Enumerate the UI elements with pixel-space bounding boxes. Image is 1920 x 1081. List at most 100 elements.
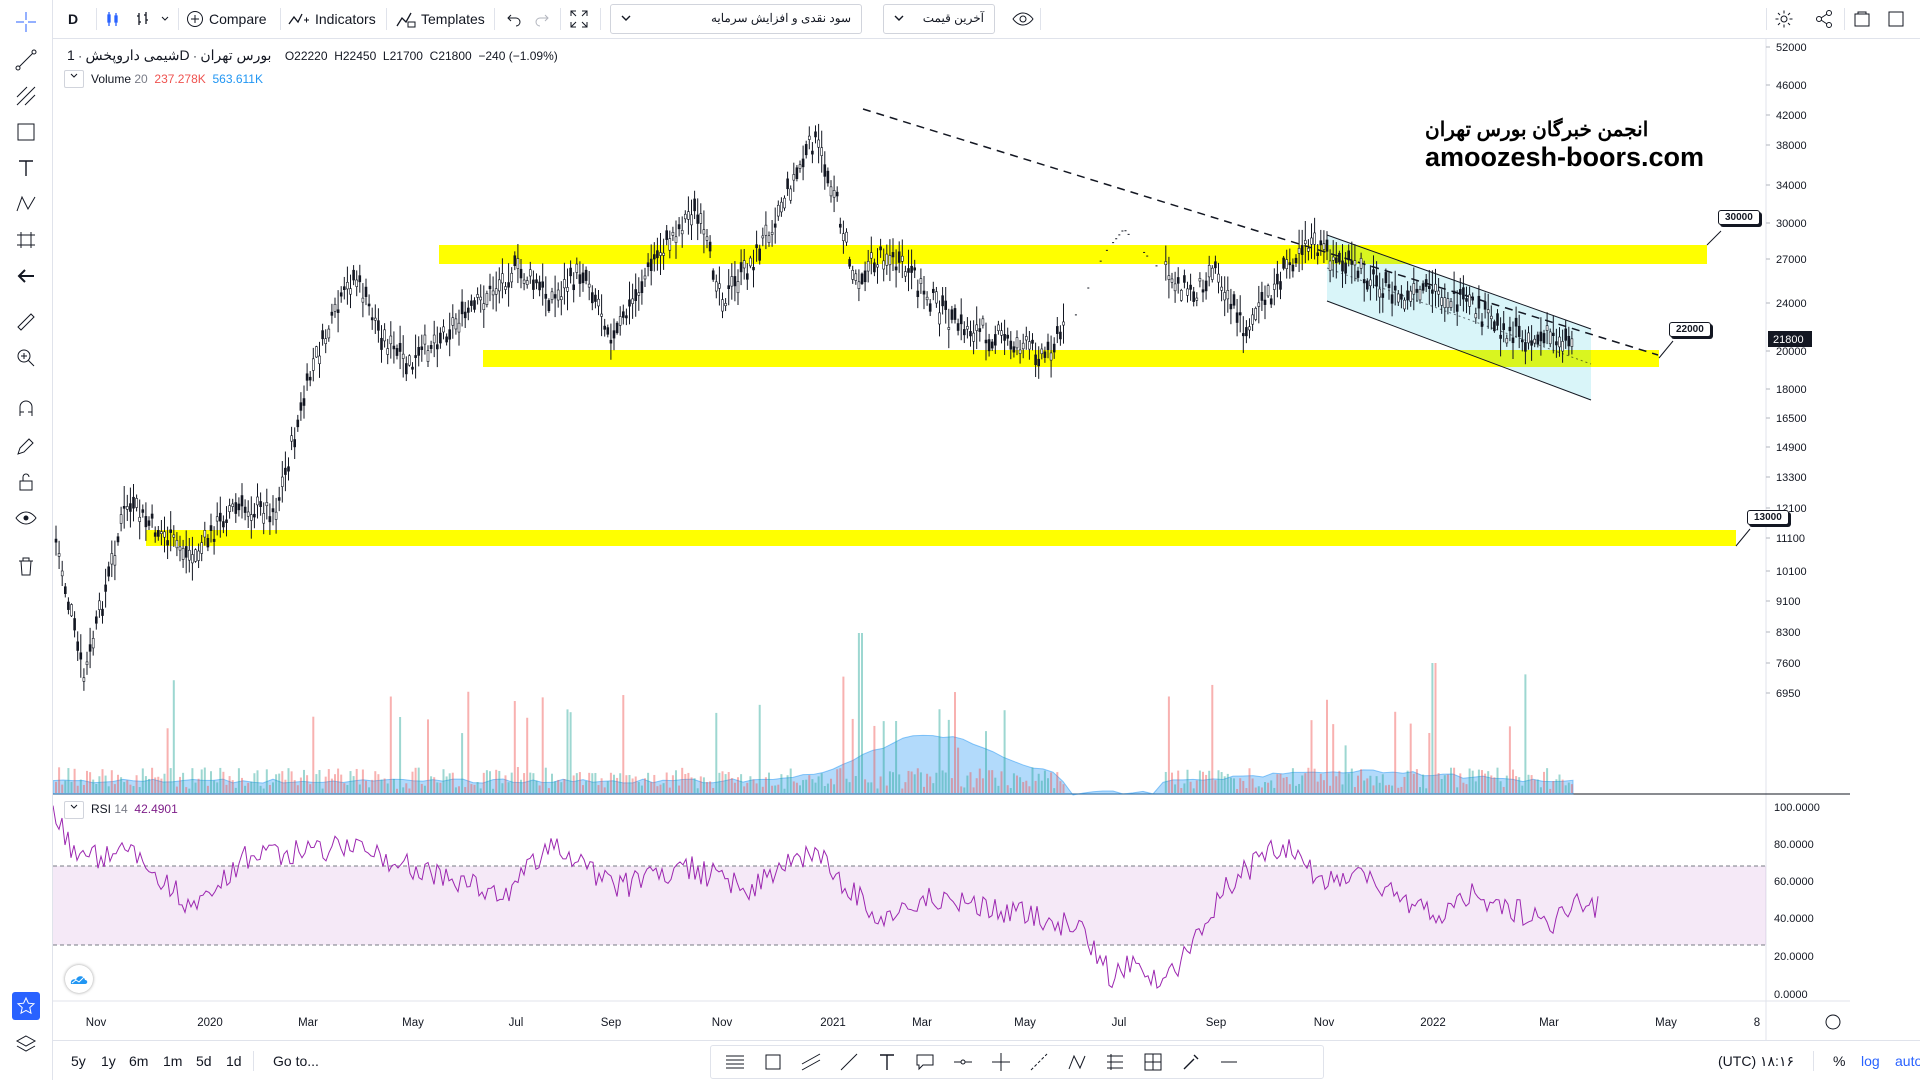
auto-toggle[interactable]: auto [1895, 1053, 1920, 1069]
draw-text[interactable] [875, 1050, 899, 1074]
favorites-tool[interactable] [12, 992, 40, 1020]
patterns-tool[interactable] [12, 190, 40, 218]
draw-channel[interactable] [799, 1050, 823, 1074]
drag-handle[interactable] [723, 1050, 747, 1074]
shapes-tool[interactable] [12, 118, 40, 146]
prediction-tool[interactable] [12, 226, 40, 254]
goto-button[interactable]: Go to... [273, 1053, 319, 1069]
volume-bar [1341, 784, 1344, 793]
volume-bar [535, 780, 538, 793]
draw-line[interactable] [837, 1050, 861, 1074]
remove-drawings-tool[interactable] [12, 552, 40, 580]
draw-callout[interactable] [913, 1050, 937, 1074]
price-chart-svg[interactable]: 52000 46000 42000 38000 34000 30000 27000 24000… [52, 39, 1850, 1040]
candle-body [1449, 301, 1453, 308]
tradingview-logo[interactable] [65, 965, 93, 993]
volume-bar [547, 788, 550, 793]
volume-bar [929, 776, 932, 793]
interval-button[interactable]: D [68, 6, 78, 32]
candle-body [82, 677, 86, 682]
back-tool[interactable] [12, 262, 40, 290]
draw-hline[interactable] [951, 1050, 975, 1074]
redo-button[interactable] [534, 6, 550, 32]
range-6m[interactable]: 6m [129, 1053, 149, 1069]
object-tree-tool[interactable] [12, 1030, 40, 1058]
price-tick-label: 14900 [1776, 442, 1807, 454]
draw-cross[interactable] [989, 1050, 1013, 1074]
volume-bar [1211, 684, 1214, 793]
volume-bar [557, 779, 560, 793]
draw-brush[interactable] [1179, 1050, 1203, 1074]
range-1m[interactable]: 1m [163, 1053, 183, 1069]
price-source-select[interactable]: آخرین قیمت [883, 4, 995, 34]
range-1y[interactable]: 1y [101, 1053, 116, 1069]
candle-body [491, 290, 495, 296]
candle-body [327, 328, 331, 339]
lock-tool[interactable] [12, 468, 40, 496]
volume-bar [346, 785, 349, 793]
callout-30000-pointer [1706, 230, 1722, 246]
volume-bar [1555, 779, 1558, 793]
log-toggle[interactable]: log [1861, 1053, 1880, 1069]
stay-drawing-tool[interactable] [12, 432, 40, 460]
callout-13000[interactable]: 13000 [1747, 510, 1789, 525]
fundamental-select[interactable]: سود نقدی و افزایش سرمایه [610, 4, 862, 34]
range-5d[interactable]: 5d [196, 1053, 212, 1069]
fib-tool[interactable] [12, 82, 40, 110]
volume-bar [1019, 777, 1022, 793]
rsi-tick-label: 100.0000 [1774, 802, 1820, 814]
chart-pane[interactable]: 52000 46000 42000 38000 34000 30000 27000 24000… [52, 39, 1850, 1040]
candle-body [104, 584, 107, 592]
volume-bar [513, 701, 516, 793]
candle-body [1238, 312, 1242, 316]
magnet-icon [19, 400, 33, 416]
callout-30000[interactable]: 30000 [1718, 210, 1760, 225]
volume-bar [1415, 769, 1418, 793]
templates-button[interactable]: Templates [396, 6, 485, 32]
volume-bar [1508, 726, 1511, 793]
chart-type-button[interactable] [104, 6, 122, 32]
rsi-legend-toggle[interactable] [64, 801, 84, 819]
price-tick-label: 10100 [1776, 566, 1807, 578]
settings-button[interactable] [1774, 6, 1794, 32]
fullscreen-mode-button[interactable] [1886, 6, 1906, 32]
draw-minus[interactable] [1217, 1050, 1241, 1074]
candle-body [807, 135, 811, 140]
draw-ray[interactable] [1027, 1050, 1051, 1074]
candle-body [637, 292, 641, 296]
candle-body [1397, 293, 1400, 303]
volume-bar [1360, 769, 1363, 793]
range-5y[interactable]: 5y [71, 1053, 86, 1069]
zoom-tool[interactable] [12, 344, 40, 372]
draw-pattern[interactable] [1065, 1050, 1089, 1074]
volume-bar [1270, 780, 1273, 793]
bar-type-button[interactable] [134, 6, 152, 32]
fullscreen-button[interactable] [570, 6, 588, 32]
volume-legend-toggle[interactable] [64, 70, 84, 88]
clock[interactable]: ۱۸:۱۶ (UTC) [1718, 1053, 1794, 1069]
compare-button[interactable]: Compare [186, 6, 267, 32]
range-1d[interactable]: 1d [226, 1053, 242, 1069]
trendline-tool[interactable] [12, 46, 40, 74]
draw-fib[interactable] [1103, 1050, 1127, 1074]
volume-bar [303, 769, 305, 793]
magnet-tool[interactable] [12, 394, 40, 422]
callout-22000[interactable]: 22000 [1669, 322, 1711, 337]
draw-rect[interactable] [761, 1050, 785, 1074]
share-button[interactable] [1814, 6, 1834, 32]
volume-bar [151, 767, 154, 793]
snapshot-button[interactable] [1852, 6, 1872, 32]
visibility-button[interactable] [1012, 6, 1034, 32]
text-tool[interactable] [12, 154, 40, 182]
volume-bar [1481, 770, 1483, 793]
crosshair-tool[interactable] [12, 8, 40, 36]
percent-toggle[interactable]: % [1833, 1053, 1846, 1069]
chart-type-dropdown[interactable] [160, 6, 170, 32]
hide-drawings-tool[interactable] [12, 504, 40, 532]
indicators-button[interactable]: Indicators [288, 6, 376, 32]
undo-button[interactable] [506, 6, 522, 32]
horizontal-line-icon [954, 1059, 972, 1065]
measure-tool[interactable] [12, 308, 40, 336]
volume-bar [1533, 779, 1536, 793]
draw-range[interactable] [1141, 1050, 1165, 1074]
